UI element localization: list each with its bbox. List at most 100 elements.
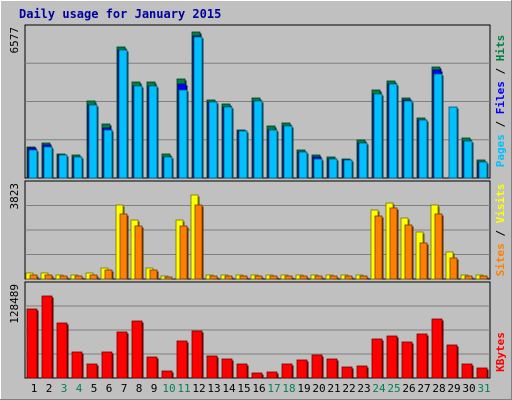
x-tick-label-31: 31 — [477, 382, 490, 395]
x-tick-label-22: 22 — [342, 382, 355, 395]
x-tick-label-11: 11 — [177, 382, 190, 395]
x-tick-label-29: 29 — [447, 382, 460, 395]
bar-pages-23 — [358, 142, 368, 179]
x-tick-label-24: 24 — [372, 382, 386, 395]
bar-sites-31 — [479, 275, 488, 280]
bar-kbytes-30 — [461, 363, 473, 379]
bar-kbytes-11 — [176, 340, 188, 379]
legend-text: Pages / Files / Hits — [494, 35, 507, 168]
x-tick-label-2: 2 — [46, 382, 53, 395]
legend-files: Files — [494, 81, 507, 114]
x-tick-label-9: 9 — [151, 382, 158, 395]
bar-pages-24 — [373, 93, 383, 179]
bar-sites-8 — [134, 225, 143, 280]
bar-sites-11 — [179, 225, 188, 280]
legend-sites: Sites — [494, 243, 507, 276]
bar-pages-22 — [343, 159, 353, 179]
x-tick-label-7: 7 — [121, 382, 128, 395]
bar-sites-15 — [239, 275, 248, 280]
bar-sites-17 — [269, 275, 278, 280]
bar-pages-2 — [43, 146, 53, 179]
bar-kbytes-27 — [416, 333, 428, 379]
legend: KBytes — [494, 332, 507, 372]
panel-3: 128489 — [8, 281, 491, 379]
bar-sites-26 — [404, 224, 413, 280]
bar-pages-19 — [298, 151, 308, 179]
chart-panels: 6577 3823 128489 — [8, 24, 491, 379]
bar-pages-7 — [118, 49, 128, 179]
bar-sites-10 — [164, 276, 173, 280]
bar-pages-20 — [313, 158, 323, 179]
bar-kbytes-28 — [431, 318, 443, 379]
bar-kbytes-4 — [71, 351, 83, 379]
x-tick-label-30: 30 — [462, 382, 475, 395]
bar-sites-27 — [419, 242, 428, 280]
bar-pages-1 — [28, 149, 38, 179]
bar-sites-4 — [74, 275, 83, 280]
x-tick-label-16: 16 — [252, 382, 265, 395]
x-tick-label-3: 3 — [61, 382, 68, 395]
bar-pages-26 — [403, 100, 413, 179]
x-tick-label-17: 17 — [267, 382, 280, 395]
x-tick-label-8: 8 — [136, 382, 143, 395]
bar-kbytes-29 — [446, 344, 458, 379]
x-tick-label-10: 10 — [162, 382, 175, 395]
bar-kbytes-17 — [266, 371, 278, 379]
bar-sites-1 — [29, 274, 38, 280]
bar-kbytes-3 — [56, 322, 68, 379]
bar-sites-6 — [104, 269, 113, 280]
bar-pages-27 — [418, 119, 428, 179]
bar-kbytes-23 — [356, 365, 368, 379]
x-axis: 1 2 3 4 5 6 7 8 9 10 11 12 13 14 15 16 17 18 19 20 21 22 23 24 2… — [31, 382, 491, 395]
panel-2: 3823 — [8, 180, 491, 280]
bar-kbytes-22 — [341, 366, 353, 379]
x-tick-label-21: 21 — [327, 382, 340, 395]
bar-pages-13 — [208, 101, 218, 179]
bar-pages-3 — [58, 154, 68, 179]
x-tick-label-1: 1 — [31, 382, 38, 395]
legend-visits: Visits — [494, 184, 507, 224]
bar-sites-16 — [254, 275, 263, 280]
legend-kbytes: KBytes — [494, 332, 507, 372]
bar-kbytes-25 — [386, 335, 398, 379]
bar-pages-14 — [223, 106, 233, 179]
legend-sep: / — [494, 223, 507, 243]
bar-pages-10 — [163, 156, 173, 179]
legend-sep: / — [494, 114, 507, 134]
bar-sites-22 — [344, 275, 353, 280]
bar-pages-25 — [388, 83, 398, 179]
y-max-label: 6577 — [8, 27, 21, 54]
bar-kbytes-24 — [371, 338, 383, 379]
bar-sites-12 — [194, 204, 203, 280]
x-tick-label-12: 12 — [192, 382, 205, 395]
y-max-label: 3823 — [8, 183, 21, 210]
bar-kbytes-20 — [311, 354, 323, 379]
bar-pages-31 — [478, 161, 488, 179]
bar-kbytes-2 — [41, 295, 53, 379]
x-tick-label-5: 5 — [91, 382, 98, 395]
bar-kbytes-5 — [86, 363, 98, 379]
bar-sites-9 — [149, 269, 158, 280]
bar-pages-29 — [448, 106, 458, 179]
bar-kbytes-26 — [401, 341, 413, 379]
bar-sites-21 — [329, 275, 338, 280]
bar-sites-5 — [89, 274, 98, 280]
bar-kbytes-7 — [116, 331, 128, 379]
bar-kbytes-8 — [131, 320, 143, 379]
bar-sites-18 — [284, 275, 293, 280]
bar-kbytes-21 — [326, 358, 338, 379]
x-tick-label-6: 6 — [106, 382, 113, 395]
x-tick-label-4: 4 — [76, 382, 83, 395]
x-tick-label-19: 19 — [297, 382, 310, 395]
bar-kbytes-31 — [476, 367, 488, 379]
legend-sep: / — [494, 61, 507, 81]
bar-sites-13 — [209, 275, 218, 280]
bar-pages-6 — [103, 129, 113, 179]
x-tick-label-13: 13 — [207, 382, 220, 395]
bar-pages-16 — [253, 100, 263, 179]
chart-title: Daily usage for January 2015 — [19, 7, 221, 21]
bar-sites-14 — [224, 275, 233, 280]
bar-kbytes-19 — [296, 359, 308, 379]
bar-sites-2 — [44, 274, 53, 280]
bar-sites-19 — [299, 275, 308, 280]
